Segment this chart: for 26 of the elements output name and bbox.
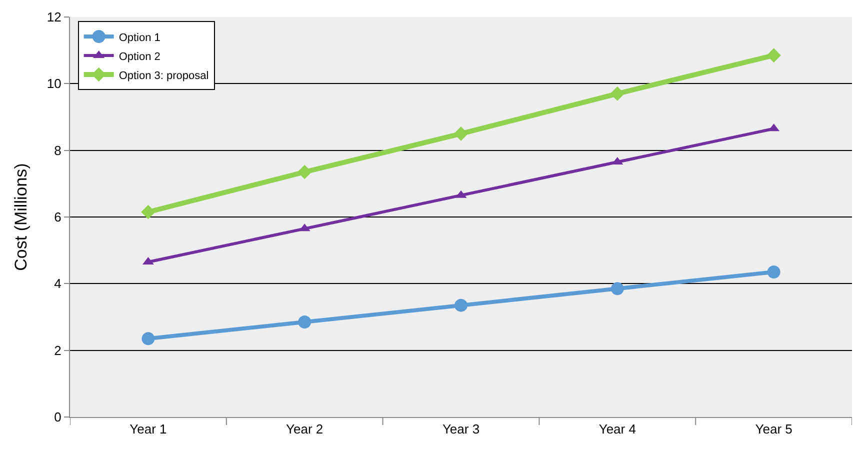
- y-tick-label: 6: [54, 210, 62, 225]
- x-tick-label: Year 2: [286, 422, 324, 437]
- y-tick-label: 4: [54, 276, 62, 292]
- y-tick-label: 0: [54, 410, 62, 425]
- legend-label: Option 2: [118, 50, 160, 63]
- point: [454, 126, 468, 141]
- point: [297, 164, 312, 180]
- y-tick-label: 2: [54, 342, 62, 358]
- x-tick-label: Year 5: [755, 422, 792, 437]
- legend-label: Option 1: [118, 32, 160, 44]
- x-tick-label: Year 1: [130, 422, 167, 437]
- point: [454, 298, 468, 312]
- x-tick-label: Year 4: [598, 422, 636, 437]
- y-tick-label: 10: [46, 76, 62, 92]
- point: [610, 282, 624, 296]
- point: [142, 332, 155, 346]
- legend-label: Option 3: proposal: [118, 70, 209, 82]
- point: [767, 266, 780, 278]
- y-tick-label: 8: [54, 142, 62, 158]
- y-axis-title: Cost (Millions): [11, 163, 30, 271]
- point: [610, 86, 625, 101]
- y-tick-label: 12: [46, 10, 62, 25]
- point: [766, 48, 781, 62]
- point: [298, 316, 312, 328]
- x-tick-label: Year 3: [442, 422, 480, 437]
- point: [141, 204, 156, 220]
